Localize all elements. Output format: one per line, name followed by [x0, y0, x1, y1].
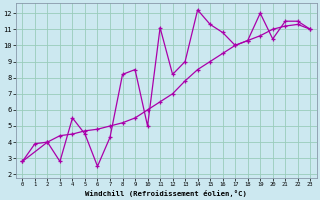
X-axis label: Windchill (Refroidissement éolien,°C): Windchill (Refroidissement éolien,°C)	[85, 190, 247, 197]
